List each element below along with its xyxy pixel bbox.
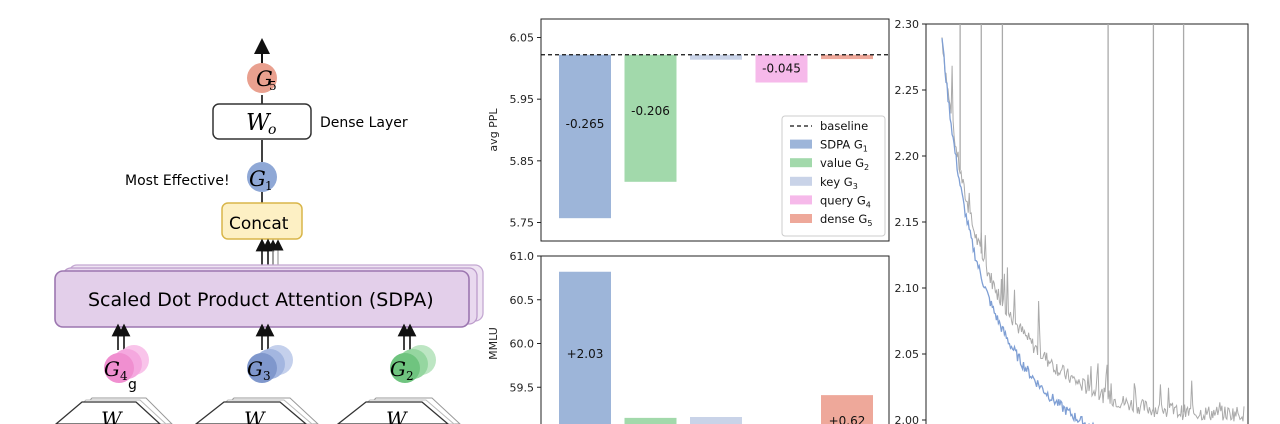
legend-label: baseline (820, 119, 868, 133)
y-tick-label: 2.30 (895, 18, 920, 31)
loss-series-line (941, 37, 1245, 422)
bar-data-label: +2.03 (567, 347, 604, 361)
most-effective-label: Most Effective! (125, 173, 230, 189)
legend-text: key G (820, 175, 853, 189)
wo-label: W (246, 110, 272, 136)
bar (821, 395, 873, 424)
legend-subscript: 3 (853, 182, 858, 191)
legend-swatch (790, 139, 812, 149)
dense-wo-box: W o (212, 103, 312, 140)
y-tick-label: 6.05 (510, 32, 535, 45)
g2-subscript: 2 (406, 369, 414, 383)
y-tick-label: 2.05 (895, 348, 920, 361)
y-tick-label: 60.5 (510, 294, 535, 307)
architecture-diagram: G 5 W o Dense Layer Most Effective! G 1 … (54, 38, 484, 424)
g3-subscript: 3 (263, 369, 271, 383)
sdpa-label: Scaled Dot Product Attention (SDPA) (88, 289, 434, 311)
loss-line-chart: 2.00 2.05 2.10 2.15 2.20 2.25 2.30 (895, 18, 1249, 424)
legend-swatch (790, 214, 812, 223)
g2-label: G (390, 357, 406, 381)
plot-frame (925, 23, 1249, 424)
y-tick-label: 59.5 (510, 381, 535, 394)
legend-text: query G (820, 193, 866, 207)
legend-subscript: 4 (866, 200, 871, 209)
bar (755, 54, 808, 83)
gate-g5-node: G 5 (247, 63, 277, 93)
y-tick-label: 5.95 (510, 93, 535, 106)
y-axis-label: MMLU (487, 327, 500, 360)
legend-text: baseline (820, 119, 868, 133)
g5-subscript: 5 (269, 79, 277, 93)
g4-label: G (104, 357, 120, 381)
sdpa-block: Scaled Dot Product Attention (SDPA) (54, 264, 484, 328)
y-tick-label: 5.85 (510, 155, 535, 168)
bar (559, 54, 611, 219)
bar (624, 54, 677, 182)
g1-label: G (249, 167, 266, 191)
bar-data-label: +0.62 (829, 414, 866, 424)
y-tick-label: 60.0 (510, 338, 535, 351)
legend-subscript: 5 (867, 219, 872, 228)
bar (821, 54, 873, 60)
g-label: g (128, 377, 137, 393)
g4-subscript: 4 (120, 369, 128, 383)
dense-layer-label: Dense Layer (320, 115, 408, 131)
y-tick-label: 2.20 (895, 150, 920, 163)
y-axis-label: avg PPL (487, 108, 500, 152)
legend-text: dense G (820, 212, 867, 226)
concat-box: Concat (221, 202, 303, 240)
loss-series-line (941, 38, 1094, 424)
gate-g2-node: G 2 (390, 345, 436, 383)
y-tick-label: 5.75 (510, 217, 535, 230)
y-tick-label: 2.10 (895, 282, 920, 295)
bar (559, 271, 611, 424)
legend-subscript: 2 (864, 163, 869, 172)
legend-label: dense G5 (820, 212, 872, 228)
wv-partial-label: W (386, 407, 408, 424)
bar-data-label: -0.045 (762, 62, 801, 76)
ppl-bar-chart: 5.75 5.85 5.95 6.05 avg PPL -0.265 -0.206 -0.04… (487, 18, 890, 242)
plot-frame (540, 18, 890, 242)
sdpa-input-arrows (111, 323, 417, 350)
g5-label: G (256, 67, 273, 91)
gate-g1-node: G 1 (247, 162, 277, 193)
legend-label: query G4 (820, 193, 871, 209)
legend-swatch (790, 176, 812, 186)
wq-partial-label: W (101, 407, 123, 424)
legend-label: value G2 (820, 156, 869, 172)
bar-data-label: -0.265 (566, 117, 605, 131)
y-tick-label: 2.00 (895, 414, 920, 424)
y-tick-label: 2.15 (895, 216, 920, 229)
y-tick-label: 2.25 (895, 84, 920, 97)
legend-swatch (790, 158, 812, 168)
legend-text: SDPA G (820, 138, 863, 152)
g3-label: G (247, 357, 263, 381)
bar-data-label: -0.206 (631, 104, 670, 118)
bar (690, 417, 742, 424)
wo-subscript: o (268, 122, 276, 138)
gate-g3-node: G 3 (247, 345, 293, 383)
mmlu-bar-chart: 59.5 60.0 60.5 61.0 MMLU +2.03 +0.62 (487, 250, 890, 424)
g1-subscript: 1 (265, 179, 273, 193)
legend-swatch (790, 195, 812, 205)
legend-label: SDPA G1 (820, 138, 868, 154)
concat-label: Concat (229, 214, 289, 234)
projection-layers: W W W (54, 397, 461, 424)
gate-g4-node: G 4 g (104, 345, 149, 393)
bar (624, 417, 677, 424)
wk-partial-label: W (244, 407, 266, 424)
y-tick-label: 61.0 (510, 250, 535, 263)
legend-subscript: 1 (863, 145, 868, 154)
bar (690, 54, 742, 60)
legend-label: key G3 (820, 175, 858, 191)
legend-text: value G (820, 156, 864, 170)
